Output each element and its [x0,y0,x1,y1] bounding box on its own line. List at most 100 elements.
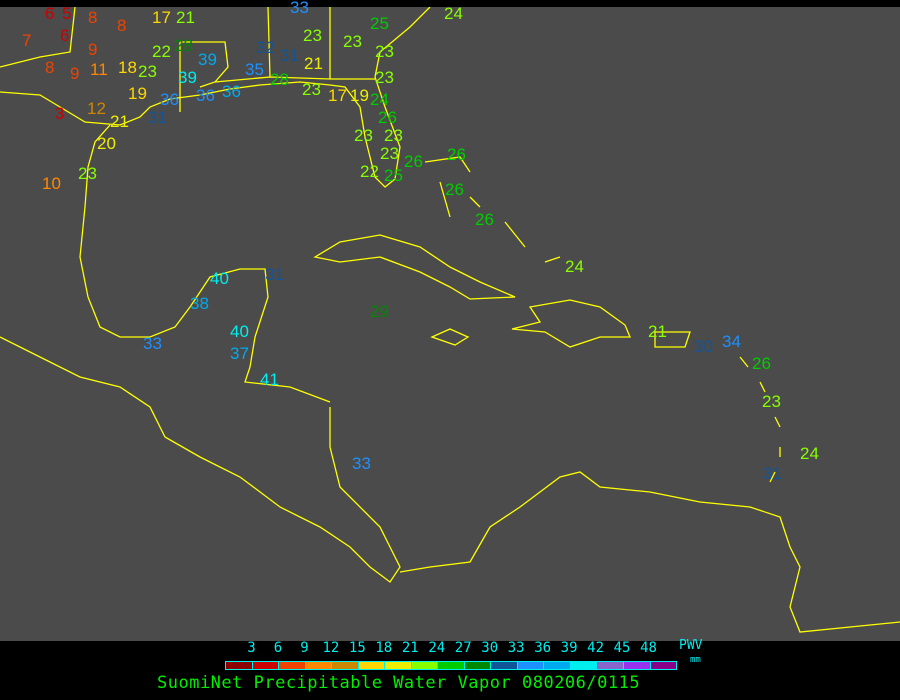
color-ramp-cell [305,662,333,669]
color-ramp-cell [597,662,624,669]
jamaica [430,328,470,346]
station-value: 9 [70,64,80,83]
station-value: 24 [444,4,463,23]
legend-tick-label: 9 [300,640,309,656]
legend-tick-label: 12 [322,640,340,656]
color-ramp-cell [491,662,518,669]
station-value: 6 [45,4,55,23]
color-ramp-cell [517,662,545,669]
legend-tick-label: 15 [348,640,366,656]
color-ramp-cell [226,662,253,669]
legend-tick-label: 30 [481,640,499,656]
station-value: 25 [384,166,403,185]
station-value: 23 [138,62,157,81]
station-value: 36 [196,86,215,105]
station-value: 23 [343,32,362,51]
station-value: 34 [722,332,741,351]
station-value: 41 [260,370,279,389]
station-value: 32 [256,38,275,57]
legend-tick-label: 45 [613,640,631,656]
station-value: 39 [198,50,217,69]
station-value: 12 [87,99,106,118]
station-value: 8 [45,58,55,77]
color-ramp-cell [464,662,492,669]
station-value: 40 [210,269,229,288]
legend-ticks: 3 6 9 12 15 18 21 24 27 30 33 36 39 42 45 48 [0,640,900,656]
station-value: 35 [245,60,264,79]
color-ramp-cell [544,662,571,669]
color-ramp [225,661,677,670]
color-ramp-cell [279,662,306,669]
station-value: 19 [128,84,147,103]
puerto-rico [654,331,691,348]
station-value: 23 [762,392,781,411]
legend-tick-label: 24 [428,640,446,656]
legend-tick-label: 18 [375,640,393,656]
gulf-coast [0,7,431,188]
color-ramp-cell [252,662,280,669]
station-value: 26 [378,108,397,127]
lesser-antilles [739,356,781,483]
station-value: 31 [763,464,782,483]
station-value: 24 [370,90,389,109]
coastlines [0,7,900,633]
station-value: 33 [143,334,162,353]
station-value: 40 [230,322,249,341]
legend-tick-label: 42 [587,640,605,656]
color-ramp-cell [438,662,465,669]
station-value: 33 [352,454,371,473]
station-value: 23 [303,26,322,45]
texas-mexico-coast [79,124,331,403]
legend-tick-label: 36 [534,640,552,656]
station-value: 25 [370,14,389,33]
station-value: 23 [78,164,97,183]
station-value: 17 [328,86,347,105]
station-value: 26 [445,180,464,199]
color-ramp-cell [332,662,359,669]
station-labels: 6 5 8 8 7 6 9 8 9 11 18 23 22 28 39 39 19 36 36 36 31 12 3 21 20… [0,0,900,641]
legend-tick-label: 6 [273,640,283,656]
legend-unit-label: PWV [679,638,703,653]
station-value: 8 [88,8,98,27]
legend-tick-label: 39 [560,640,578,656]
station-value: 26 [447,145,466,164]
color-ramp-cell [570,662,598,669]
hispaniola [511,299,631,348]
legend-tick-label: 21 [401,640,419,656]
cuba [313,234,516,300]
central-america [0,336,401,583]
station-value: 28 [174,36,193,55]
color-ramp-cell [358,662,386,669]
station-value: 36 [222,82,241,101]
station-value: 24 [800,444,819,463]
station-value: 5 [62,4,72,23]
legend-unit: mm [690,655,701,665]
legend-tick-label: 27 [454,640,472,656]
station-value: 31 [280,46,299,65]
station-value: 24 [565,257,584,276]
station-value: 3 [55,104,65,123]
station-value: 23 [384,126,403,145]
station-value: 33 [290,0,309,17]
station-value: 36 [160,90,179,109]
station-value: 29 [370,302,389,321]
station-value: 22 [152,42,171,61]
station-value: 21 [176,8,195,27]
south-america-coast [399,471,900,633]
station-value: 7 [22,31,32,50]
station-value: 18 [118,58,137,77]
color-ramp-cell [650,662,677,669]
color-ramp-cell [385,662,412,669]
color-ramp-cell [411,662,439,669]
satellite-map: 6 5 8 8 7 6 9 8 9 11 18 23 22 28 39 39 19 36 36 36 31 12 3 21 20… [0,0,900,641]
station-value: 28 [270,70,289,89]
legend-tick-label: 33 [507,640,525,656]
bahamas [424,156,561,263]
station-value: 23 [302,80,321,99]
station-value: 22 [360,162,379,181]
station-value: 8 [117,16,127,35]
station-value: 26 [475,210,494,229]
station-value: 21 [648,322,667,341]
station-value: 21 [304,54,323,73]
